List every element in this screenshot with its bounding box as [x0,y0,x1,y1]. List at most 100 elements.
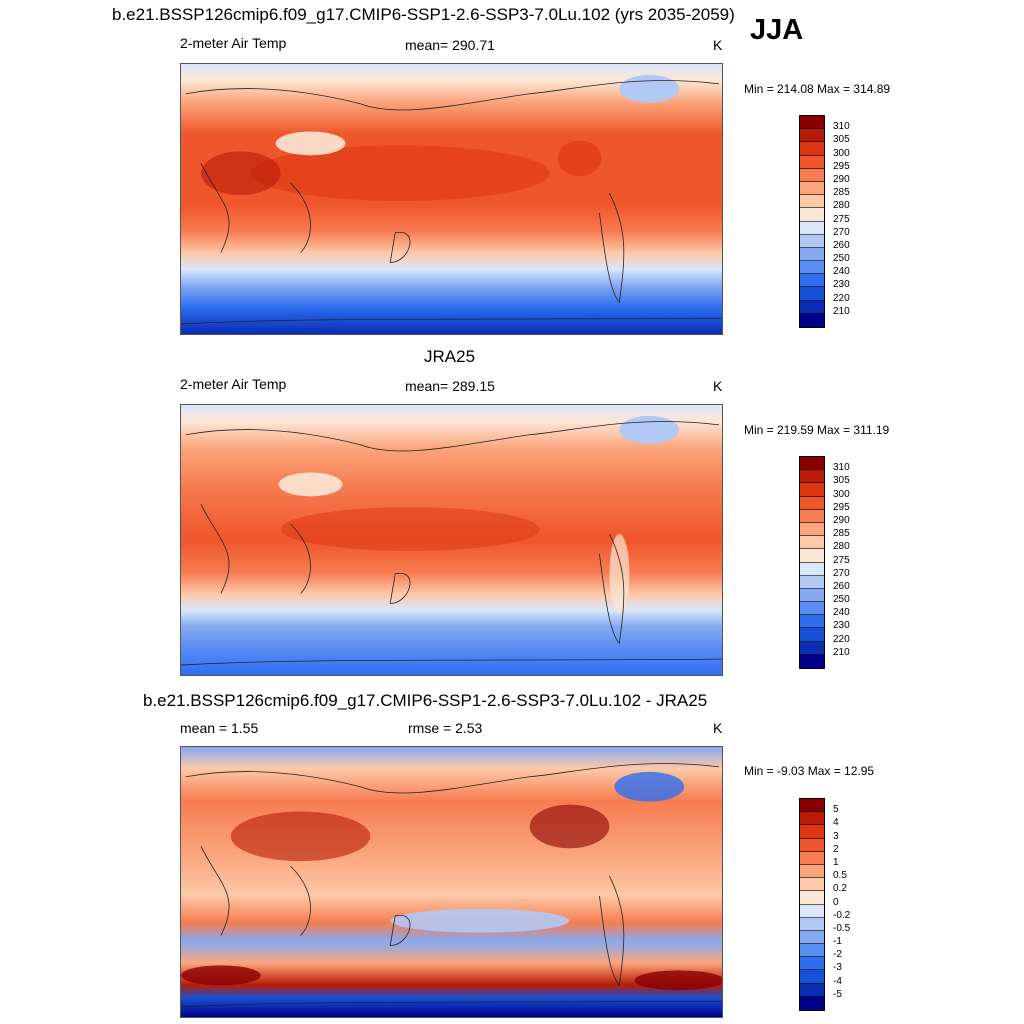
colorbar-box [800,221,824,235]
colorbar-tick-label: 280 [833,541,850,553]
colorbar-box [800,129,824,143]
colorbar-box [800,562,824,576]
colorbar-tick-label: 300 [833,488,850,500]
colorbar-tick-label: 240 [833,266,850,278]
colorbar-tick-label: 0.5 [833,870,847,882]
panel-1-units-label: K [713,37,723,53]
colorbar-tick-label: 280 [833,200,850,212]
colorbar-tick-label: 3 [833,830,839,842]
colorbar-tick-label: 220 [833,292,850,304]
colorbar-box [800,261,824,275]
colorbar-box [800,602,824,616]
colorbar-tick-label: 310 [833,462,850,474]
colorbar-box [800,155,824,169]
colorbar-box [800,195,824,209]
colorbar-tick-label: 2 [833,843,839,855]
panel-2-colorbar [799,456,825,669]
colorbar-box [800,851,824,865]
colorbar-box [800,509,824,523]
colorbar-tick-label: 285 [833,528,850,540]
colorbar-box [800,930,824,945]
colorbar-box [800,641,824,655]
colorbar-box [800,168,824,182]
colorbar-tick-label: -5 [833,988,842,1000]
colorbar-box [800,457,824,471]
panel-3-units-label: K [713,720,723,736]
colorbar-box [800,654,824,668]
colorbar-box [800,234,824,248]
colorbar-box [800,983,824,997]
panel-2-map [180,404,723,676]
colorbar-box [800,917,824,931]
panel-1-colorbar [799,115,825,328]
panel-2-map-svg [181,405,722,675]
colorbar-box [800,287,824,301]
colorbar-tick-label: 290 [833,514,850,526]
colorbar-tick-label: 285 [833,187,850,199]
colorbar-box [800,300,824,314]
colorbar-tick-label: 275 [833,213,850,225]
colorbar-box [800,970,824,984]
colorbar-box [800,247,824,262]
colorbar-box [800,812,824,826]
colorbar-tick-label: -3 [833,962,842,974]
colorbar-tick-label: 4 [833,817,839,829]
panel-1-map-svg [181,64,722,334]
panel-1-variable-label: 2-meter Air Temp [180,35,287,51]
colorbar-tick-label: 270 [833,567,850,579]
panel-1-minmax: Min = 214.08 Max = 314.89 [744,82,891,96]
colorbar-box [800,549,824,563]
colorbar-box [800,825,824,839]
colorbar-box [800,957,824,971]
colorbar-tick-label: 210 [833,646,850,658]
panel-2-title: JRA25 [424,347,476,366]
colorbar-tick-label: 295 [833,501,850,513]
colorbar-box [800,181,824,196]
colorbar-tick-label: 260 [833,239,850,251]
colorbar-tick-label: 300 [833,147,850,159]
colorbar-tick-label: 305 [833,134,850,146]
colorbar-tick-label: -0.5 [833,922,851,934]
colorbar-tick-label: 250 [833,594,850,606]
colorbar-tick-label: 230 [833,279,850,291]
colorbar-box [800,142,824,156]
colorbar-box [800,799,824,813]
colorbar-tick-label: 5 [833,804,839,816]
panel-3-map [180,746,723,1018]
panel-3-colorbar [799,798,825,1011]
colorbar-box [800,536,824,550]
colorbar-box [800,208,824,222]
panel-2-mean-label: mean= 289.15 [405,378,495,394]
panel-2-variable-label: 2-meter Air Temp [180,376,287,392]
colorbar-box [800,904,824,918]
colorbar-box [800,575,824,589]
colorbar-tick-label: 290 [833,173,850,185]
panel-3-minmax: Min = -9.03 Max = 12.95 [744,764,875,778]
colorbar-tick-label: 260 [833,580,850,592]
colorbar-box [800,838,824,852]
panel-2-minmax: Min = 219.59 Max = 311.19 [744,423,890,437]
panel-1-title: b.e21.BSSP126cmip6.f09_g17.CMIP6-SSP1-2.… [112,5,735,24]
colorbar-box [800,878,824,892]
colorbar-tick-label: -4 [833,975,842,987]
colorbar-tick-label: -1 [833,936,842,948]
colorbar-box [800,522,824,537]
panel-3-title: b.e21.BSSP126cmip6.f09_g17.CMIP6-SSP1-2.… [143,691,708,710]
colorbar-box [800,116,824,130]
season-label: JJA [750,14,804,46]
colorbar-tick-label: 0 [833,896,839,908]
colorbar-tick-label: 0.2 [833,883,847,895]
colorbar-tick-label: 275 [833,554,850,566]
colorbar-tick-label: 230 [833,620,850,632]
panel-3-rmse-label: rmse = 2.53 [408,720,483,736]
colorbar-tick-label: -0.2 [833,909,851,921]
colorbar-tick-label: 295 [833,160,850,172]
panel-3-map-svg [181,747,722,1017]
colorbar-tick-label: 250 [833,253,850,265]
colorbar-tick-label: 1 [833,856,839,868]
colorbar-box [800,864,824,879]
colorbar-box [800,274,824,288]
colorbar-tick-label: 240 [833,607,850,619]
colorbar-box [800,496,824,510]
colorbar-box [800,615,824,629]
